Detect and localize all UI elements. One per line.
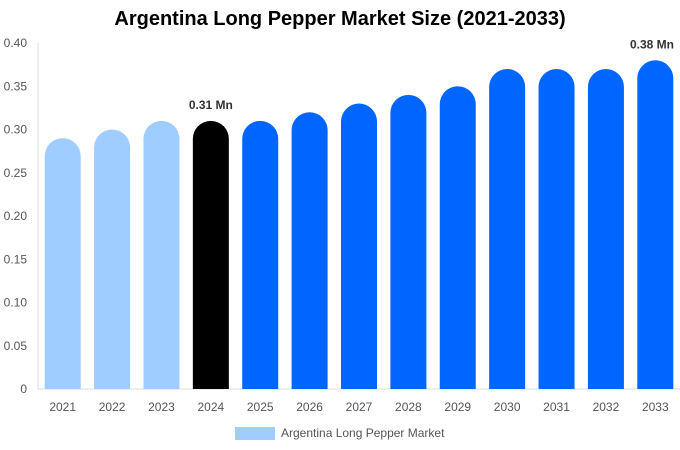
bar-2025 bbox=[242, 120, 279, 389]
x-tick-label: 2027 bbox=[346, 400, 373, 414]
y-tick-label: 0.05 bbox=[4, 339, 28, 353]
bar-2027 bbox=[341, 103, 377, 390]
bar-2024 bbox=[192, 120, 229, 389]
bar-2021 bbox=[44, 138, 81, 389]
x-tick-label: 2023 bbox=[148, 400, 175, 414]
y-tick-label: 0.25 bbox=[4, 166, 28, 180]
x-tick-label: 2031 bbox=[543, 400, 570, 414]
y-tick-label: 0.10 bbox=[4, 296, 28, 310]
bar-2031 bbox=[538, 68, 575, 389]
x-tick-label: 2021 bbox=[49, 400, 76, 414]
x-tick-label: 2032 bbox=[593, 400, 620, 414]
data-label: 0.38 Mn bbox=[630, 37, 674, 51]
x-tick-label: 2022 bbox=[99, 400, 126, 414]
y-tick-label: 0.15 bbox=[4, 252, 28, 266]
bar-2026 bbox=[291, 112, 328, 389]
bar-2023 bbox=[143, 120, 180, 389]
y-tick-label: 0.40 bbox=[4, 36, 28, 50]
bar-2029 bbox=[439, 86, 476, 389]
bar-2030 bbox=[489, 68, 526, 389]
x-tick-label: 2029 bbox=[444, 400, 471, 414]
x-tick-label: 2026 bbox=[296, 400, 323, 414]
legend-swatch bbox=[235, 427, 275, 440]
y-tick-label: 0 bbox=[20, 382, 27, 396]
x-tick-label: 2024 bbox=[197, 400, 224, 414]
bar-2033 bbox=[637, 60, 674, 389]
bar-2022 bbox=[94, 129, 131, 389]
x-tick-label: 2033 bbox=[642, 400, 669, 414]
y-tick-label: 0.20 bbox=[4, 209, 28, 223]
chart-title: Argentina Long Pepper Market Size (2021-… bbox=[114, 8, 566, 30]
bar-2028 bbox=[390, 94, 427, 389]
y-tick-label: 0.30 bbox=[4, 123, 28, 137]
bar-2032 bbox=[587, 68, 624, 389]
x-tick-label: 2030 bbox=[494, 400, 521, 414]
legend-label: Argentina Long Pepper Market bbox=[281, 426, 445, 440]
x-tick-label: 2028 bbox=[395, 400, 422, 414]
data-label: 0.31 Mn bbox=[189, 98, 233, 112]
y-tick-label: 0.35 bbox=[4, 79, 28, 93]
x-tick-label: 2025 bbox=[247, 400, 274, 414]
